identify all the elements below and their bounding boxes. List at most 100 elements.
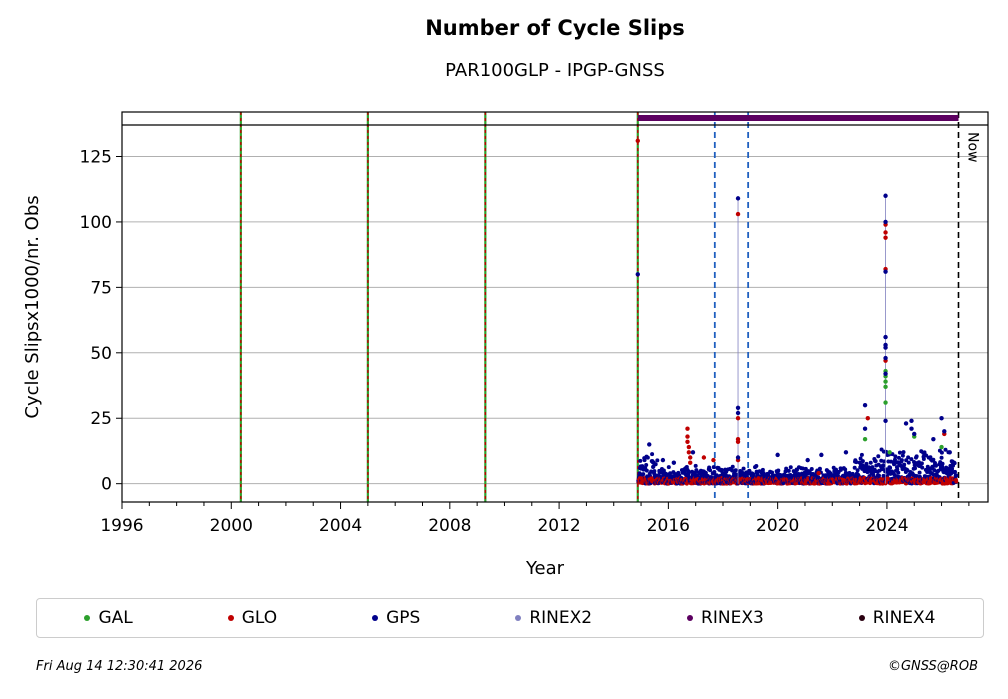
gps-cloud-point bbox=[788, 465, 793, 470]
gps-cloud-point bbox=[901, 450, 906, 455]
gps-cloud-point bbox=[803, 466, 808, 471]
gps-cloud-point bbox=[741, 466, 746, 471]
gps-point-11 bbox=[805, 457, 810, 463]
gps-cloud-point bbox=[952, 461, 957, 466]
y-tick-label-0: 0 bbox=[101, 475, 112, 495]
x-tick-label-2012: 2012 bbox=[537, 516, 580, 536]
gal-point-2 bbox=[883, 379, 888, 384]
gps-cloud-point bbox=[638, 458, 643, 463]
gps-point-2 bbox=[660, 457, 666, 463]
gps-cloud-point bbox=[896, 470, 901, 475]
gal-point-3 bbox=[883, 384, 888, 390]
gps-cloud-point bbox=[641, 472, 646, 477]
legend-marker-rinex2 bbox=[515, 615, 522, 621]
gps-point-1 bbox=[647, 442, 652, 447]
glo-cloud-point bbox=[954, 479, 959, 484]
gps-cloud-point bbox=[649, 469, 654, 474]
gps-cloud-point bbox=[666, 465, 671, 470]
glo-point-5 bbox=[686, 450, 692, 455]
gps-cloud-point bbox=[642, 458, 647, 463]
gps-cloud-point bbox=[747, 468, 752, 473]
gps-cloud-point bbox=[708, 468, 713, 473]
gps-cloud-point bbox=[843, 467, 848, 472]
gps-cloud-point bbox=[868, 460, 873, 465]
glo-point-10 bbox=[735, 211, 741, 217]
x-axis-label: Year bbox=[525, 558, 565, 579]
gps-cloud-point bbox=[893, 457, 898, 462]
gps-cloud-point bbox=[899, 458, 904, 463]
gps-point-7 bbox=[735, 405, 741, 410]
gps-point-9 bbox=[735, 455, 741, 460]
legend-item-rinex3: RINEX3 bbox=[687, 608, 764, 628]
gps-point-3 bbox=[671, 460, 677, 465]
y-tick-label-75: 75 bbox=[90, 278, 112, 298]
gps-cloud-point bbox=[904, 458, 909, 463]
gps-point-27 bbox=[909, 426, 914, 431]
gps-cloud-point bbox=[809, 466, 814, 471]
legend-marker-glo bbox=[227, 615, 234, 621]
gps-cloud-point bbox=[854, 460, 859, 465]
gps-point-13 bbox=[843, 450, 849, 455]
gps-cloud-point bbox=[760, 467, 765, 472]
legend-item-glo: GLO bbox=[227, 608, 277, 628]
gps-cloud-point bbox=[906, 455, 911, 460]
gps-cloud-point bbox=[950, 466, 955, 471]
gps-cloud-point bbox=[949, 471, 954, 476]
gps-cloud-point bbox=[730, 468, 735, 473]
glo-point-23 bbox=[756, 476, 761, 481]
glo-point-20 bbox=[865, 416, 870, 421]
gps-cloud-point bbox=[652, 469, 657, 474]
gps-cloud-point bbox=[653, 462, 658, 467]
gps-cloud-point bbox=[871, 473, 876, 478]
gps-point-28 bbox=[912, 431, 917, 437]
rinex3-bar bbox=[637, 115, 959, 121]
gps-cloud-point bbox=[668, 471, 673, 476]
gps-cloud-point bbox=[925, 464, 930, 469]
legend-marker-gal bbox=[84, 615, 91, 621]
legend-label-gal: GAL bbox=[98, 608, 133, 628]
series-gal bbox=[862, 368, 944, 455]
footer-copyright: ©GNSS@ROB bbox=[887, 659, 978, 674]
gps-cloud-point bbox=[896, 455, 901, 460]
gps-cloud-point bbox=[858, 456, 863, 461]
gps-cloud-point bbox=[644, 463, 649, 468]
gps-point-19 bbox=[883, 334, 888, 340]
gps-cloud-point bbox=[943, 447, 948, 452]
gps-point-25 bbox=[903, 421, 909, 426]
gps-point-24 bbox=[883, 418, 888, 424]
glo-point-8 bbox=[701, 455, 707, 460]
gps-cloud-point bbox=[895, 467, 900, 472]
glo-point-13 bbox=[735, 439, 741, 444]
gps-point-22 bbox=[883, 355, 888, 361]
gps-cloud-point bbox=[881, 473, 886, 478]
gps-cloud-point bbox=[933, 463, 938, 468]
gps-cloud-point bbox=[902, 462, 907, 467]
gps-point-17 bbox=[883, 219, 888, 225]
gps-cloud-point bbox=[921, 457, 926, 462]
scatter-cloud bbox=[636, 447, 959, 486]
gps-point-12 bbox=[819, 452, 824, 458]
gps-point-8 bbox=[735, 410, 741, 416]
chart-legend: GAL GLO GPS RINEX2 RINEX3 RINEX4 bbox=[36, 598, 984, 638]
gps-cloud-point bbox=[637, 471, 642, 476]
glo-point-9 bbox=[711, 457, 716, 463]
legend-label-gps: GPS bbox=[386, 608, 421, 628]
glo-point-0 bbox=[635, 138, 640, 143]
gps-cloud-point bbox=[855, 468, 860, 473]
gps-cloud-point bbox=[866, 465, 871, 470]
legend-marker-gps bbox=[372, 615, 379, 621]
gps-point-10 bbox=[775, 452, 780, 458]
x-tick-label-2008: 2008 bbox=[428, 516, 471, 536]
gps-cloud-point bbox=[694, 468, 699, 473]
legend-label-rinex4: RINEX4 bbox=[872, 608, 936, 628]
glo-point-3 bbox=[685, 439, 690, 444]
gal-point-7 bbox=[939, 444, 944, 450]
gps-point-16 bbox=[883, 193, 888, 198]
legend-item-rinex2: RINEX2 bbox=[515, 608, 592, 628]
legend-item-gal: GAL bbox=[84, 608, 133, 628]
gps-cloud-point bbox=[644, 468, 649, 473]
gps-cloud-point bbox=[952, 469, 957, 474]
gps-point-15 bbox=[862, 426, 868, 431]
gal-point-4 bbox=[883, 400, 888, 405]
